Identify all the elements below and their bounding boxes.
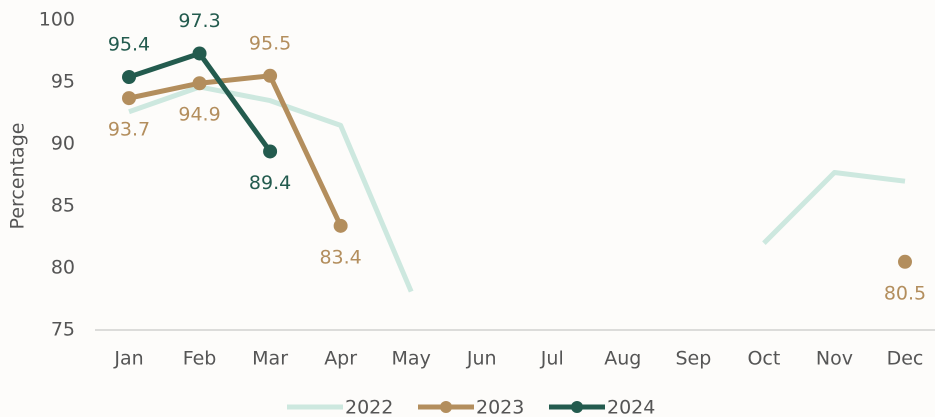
data-point (263, 144, 277, 158)
page: Percentage 75 80 85 90 95 100 Jan Feb Mar Apr May J… (0, 0, 935, 417)
x-tick-label: Jun (466, 348, 497, 370)
data-label: 94.9 (178, 104, 220, 126)
data-label: 93.7 (108, 119, 150, 141)
x-tick-label: Apr (324, 348, 357, 370)
x-tick-label: Mar (252, 348, 288, 370)
x-tick-label: Jan (113, 348, 143, 370)
x-tick-label: Nov (816, 348, 853, 370)
y-tick-label: 75 (51, 319, 75, 341)
y-tick-label: 85 (51, 195, 75, 217)
chart: Percentage 75 80 85 90 95 100 Jan Feb Mar Apr May J… (0, 0, 935, 417)
data-point (193, 46, 207, 60)
x-tick-label: Jul (540, 348, 564, 370)
x-tick-label: Feb (183, 348, 217, 370)
x-tick-label: Oct (747, 348, 780, 370)
legend-label: 2023 (476, 397, 524, 417)
x-tick-label: Dec (887, 348, 924, 370)
data-label: 97.3 (178, 10, 220, 32)
data-label: 83.4 (319, 246, 361, 268)
data-point (122, 91, 136, 105)
data-label: 95.4 (108, 34, 150, 56)
x-tick-label: Aug (604, 348, 641, 370)
data-point (122, 70, 136, 84)
legend-label: 2024 (607, 397, 655, 417)
y-tick-label: 100 (39, 9, 75, 31)
legend-label: 2022 (345, 397, 393, 417)
y-tick-label: 95 (51, 71, 75, 93)
legend-marker (440, 401, 452, 413)
data-point (898, 255, 912, 269)
data-point (334, 219, 348, 233)
data-label: 89.4 (249, 172, 291, 194)
y-axis-label: Percentage (7, 123, 29, 230)
data-point (263, 69, 277, 83)
series-line (129, 76, 905, 262)
data-label: 80.5 (884, 282, 926, 304)
data-label: 95.5 (249, 32, 291, 54)
y-tick-label: 90 (51, 133, 75, 155)
x-tick-label: Sep (675, 348, 711, 370)
x-tick-label: May (392, 348, 431, 370)
data-point (193, 76, 207, 90)
y-tick-label: 80 (51, 257, 75, 279)
legend-marker (571, 401, 583, 413)
